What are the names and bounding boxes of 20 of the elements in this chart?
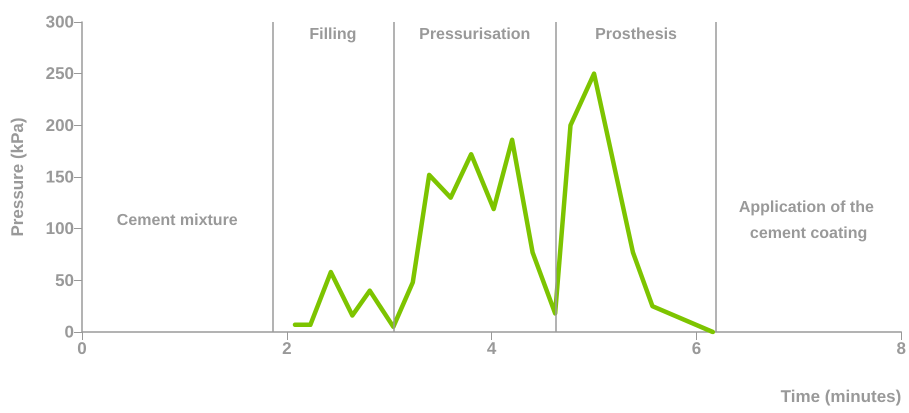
annotation: Prosthesis [595,26,678,43]
y-tick-label: 250 [46,64,74,84]
y-tick-label: 200 [46,116,74,135]
x-tick-label: 4 [486,339,497,358]
x-tick-label: 6 [692,339,702,358]
annotation: Cement mixture [116,212,238,229]
line-series [292,71,716,334]
annotation: Filling [309,26,356,43]
y-tick-label: 50 [55,270,74,290]
x-tick-label: 8 [896,339,906,358]
y-tick-label: 150 [46,168,74,186]
y-tick-label: 0 [64,322,74,342]
annotation: Pressurisation [419,26,530,43]
y-tick-label: 100 [46,219,74,238]
y-tick-label: 300 [46,12,74,32]
x-tick-label: 2 [282,339,292,358]
annotation: Application of the cement coating [738,198,878,242]
y-axis-title: Pressure (kPa) [8,117,27,237]
x-tick-label: 0 [77,339,87,358]
x-axis-title: Time (minutes) [780,387,902,406]
